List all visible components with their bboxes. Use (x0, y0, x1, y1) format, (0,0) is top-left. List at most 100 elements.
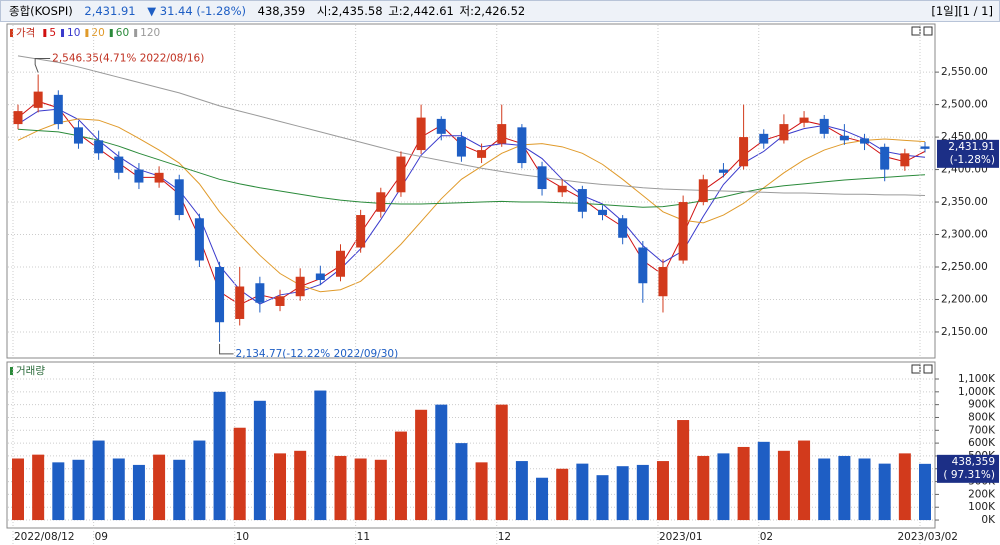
volume-bar (274, 453, 287, 521)
y-tick-label: 2,350.00 (941, 196, 988, 208)
panel-button[interactable] (923, 364, 933, 374)
candle-body (698, 179, 708, 203)
legend-label: 120 (140, 27, 160, 39)
volume-bar (717, 453, 730, 521)
y-tick-label: 2,500.00 (941, 99, 988, 111)
volume-bar (92, 440, 105, 521)
index-name: 종합(KOSPI) (9, 4, 73, 18)
candle-body (174, 179, 184, 216)
volume-bar (334, 455, 347, 521)
volume-bar (576, 463, 589, 521)
annotation-line (34, 57, 51, 73)
volume-bar (777, 450, 790, 521)
volume-bar (838, 455, 851, 521)
change: ▼ 31.44 (-1.28%) (147, 4, 246, 18)
candle-body (255, 283, 265, 303)
y-tick-label: 2,300.00 (941, 229, 988, 241)
x-tick-label: 2022/08/12 (14, 531, 75, 543)
annotation: 2,134.77(-12.22% 2022/09/30) (236, 348, 399, 360)
x-tick-label: 09 (95, 531, 108, 543)
legend-icon (85, 29, 89, 37)
candle-body (618, 218, 628, 238)
candle-body (839, 135, 849, 141)
volume-bar (153, 454, 166, 521)
volume-bar (596, 475, 609, 521)
y-tick-label: 800K (968, 411, 996, 423)
price: 2,431.91 (84, 4, 136, 18)
volume-bar (455, 443, 468, 521)
last-price: 2,431.91 (948, 141, 995, 153)
candle-body (900, 153, 910, 167)
y-tick-label: 1,100K (958, 373, 996, 385)
candle-body (819, 118, 829, 134)
candle-body (537, 166, 547, 190)
candle-body (799, 117, 809, 123)
y-tick-label: 600K (968, 437, 996, 449)
candle-body (114, 156, 124, 173)
ma-line (17, 55, 926, 197)
volume-bar (435, 404, 448, 521)
legend-icon (10, 29, 13, 37)
volume-bar (858, 458, 871, 521)
candle-body (477, 150, 487, 158)
volume-bar (515, 461, 528, 521)
volume-bar (415, 409, 428, 521)
y-tick-label: 100K (968, 501, 996, 513)
low: 저:2,426.52 (459, 4, 526, 18)
volume-bar (495, 404, 508, 521)
ma-line (17, 100, 926, 306)
volume-bar (394, 431, 407, 521)
y-tick-label: 900K (968, 399, 996, 411)
legend-icon (10, 367, 13, 375)
volume-bar (536, 477, 549, 521)
y-tick-label: 0K (981, 514, 996, 526)
candle-body (598, 209, 608, 216)
page-indicator[interactable]: [1일][1 / 1] (931, 4, 993, 18)
legend-label: 10 (67, 27, 80, 39)
legend-icon (61, 29, 65, 37)
candle-body (718, 169, 728, 173)
volume-bar (636, 464, 649, 521)
legend-label: 5 (49, 27, 56, 39)
legend-label: 60 (116, 27, 129, 39)
candle-body (880, 146, 890, 170)
candle-body (73, 127, 83, 144)
candle-body (215, 267, 225, 323)
volume-bar (354, 458, 367, 521)
price-panel (6, 23, 936, 359)
candle-body (134, 169, 144, 183)
x-tick-label: 12 (498, 531, 511, 543)
candle-body (860, 138, 870, 144)
panel-button[interactable] (923, 26, 933, 36)
volume-title: 거래량 (16, 365, 45, 377)
y-tick-label: 2,250.00 (941, 261, 988, 273)
last-change: (-1.28%) (950, 154, 995, 166)
candle-body (517, 127, 527, 164)
volume-bar (757, 441, 770, 521)
last-volume: 438,359 (952, 456, 995, 468)
last-volume-box (937, 454, 999, 483)
volume-bar (656, 461, 669, 521)
volume-bar (72, 459, 85, 521)
y-tick-label: 200K (968, 488, 996, 500)
x-tick-label: 2023/03/02 (897, 531, 958, 543)
volume: 438,359 (257, 4, 306, 18)
candle-body (557, 185, 567, 193)
candle-body (678, 202, 688, 261)
candle-body (376, 192, 386, 212)
candle-body (436, 118, 446, 134)
candle-body (53, 94, 63, 125)
legend-label: 20 (91, 27, 104, 39)
legend-icon (134, 29, 138, 37)
volume-bar (798, 440, 811, 521)
volume-bar (173, 459, 186, 521)
volume-bar (919, 463, 931, 521)
candle-body (13, 111, 23, 125)
candle-body (638, 247, 648, 284)
volume-bar (52, 462, 65, 521)
ma-line (17, 108, 926, 305)
candle-body (235, 286, 245, 319)
candle-body (396, 156, 406, 193)
